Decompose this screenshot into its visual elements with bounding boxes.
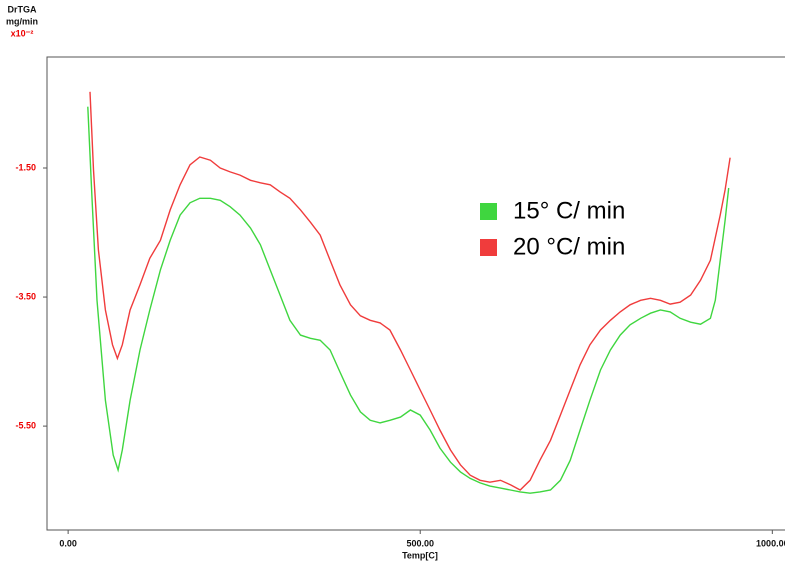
y-tick-label: -5.50 bbox=[15, 420, 36, 430]
legend-label: 15° C/ min bbox=[513, 197, 625, 224]
y-tick-label: -1.50 bbox=[15, 162, 36, 172]
legend-swatch bbox=[480, 203, 497, 220]
x-tick-label: 0.00 bbox=[59, 538, 77, 548]
data-line bbox=[89, 91, 731, 491]
x-axis-label: Temp[C] bbox=[402, 550, 438, 560]
y-tick-label: -3.50 bbox=[15, 291, 36, 301]
x-tick-label: 500.00 bbox=[406, 538, 434, 548]
y-axis-label: DrTGA bbox=[8, 4, 38, 14]
y-axis-unit: mg/min bbox=[6, 16, 38, 26]
legend-swatch bbox=[480, 239, 497, 256]
legend-label: 20 °C/ min bbox=[513, 233, 625, 260]
plot-frame bbox=[46, 56, 785, 531]
data-line bbox=[87, 106, 730, 494]
y-axis-scale: x10⁻² bbox=[11, 28, 34, 38]
x-tick-label: 1000.00 bbox=[756, 538, 785, 548]
